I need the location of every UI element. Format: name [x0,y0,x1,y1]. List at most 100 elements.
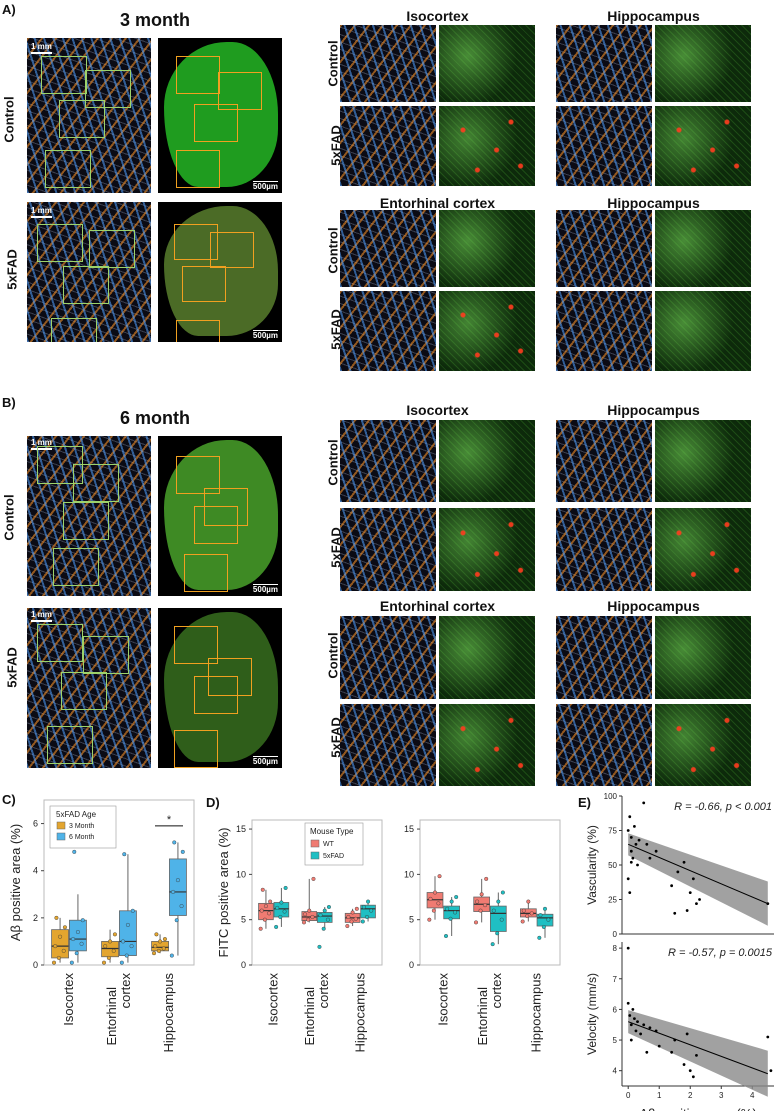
correlation-label: R = -0.66, p < 0.001 [674,801,772,813]
data-point [306,917,311,922]
zoom-fitc [655,25,751,102]
data-point [520,919,525,924]
data-point [102,960,107,965]
data-point [79,941,84,946]
data-point [648,1026,652,1030]
data-point [634,842,638,846]
roi-box [194,506,238,544]
zoom-vascular [340,210,436,287]
data-point [766,1035,770,1039]
zoom-vascular [556,616,652,699]
data-point [322,908,327,913]
category-label: Isocortex [61,973,76,1026]
data-point [427,917,432,922]
data-point [654,1029,658,1033]
data-point [682,1063,686,1066]
scalebar-label: 500µm [252,182,278,191]
panel-a-title: 3 month [120,10,190,30]
data-point [483,903,488,908]
zoom-vascular [556,508,652,591]
data-point [258,926,263,931]
data-point [360,919,365,924]
x-tick-label: 0 [626,1091,631,1100]
data-point [673,1038,677,1042]
y-tick-label: 0 [241,960,246,970]
data-point [642,801,646,805]
whole-brain-vascular-control-6m: 1 mm [27,436,151,596]
data-point [626,1001,630,1005]
zoom-fitc [655,616,751,699]
zoom-fitc [655,704,751,786]
data-point [361,904,366,909]
regression-line [628,1021,768,1075]
data-point [80,918,85,923]
data-point [448,916,453,921]
roi-box [51,318,97,342]
roi-box [63,502,109,540]
data-point [124,953,129,958]
data-point [433,890,438,895]
data-point [657,1044,661,1048]
y-tick-label: 5 [613,1036,618,1045]
data-point [111,948,116,953]
data-point [629,836,633,839]
data-point [54,915,59,920]
zoom-vascular [340,106,436,186]
category-label: Hippocampus [529,973,544,1053]
roi-box [174,730,218,768]
data-point [354,906,359,911]
data-point [161,946,166,951]
data-point [279,900,284,905]
data-point [345,924,350,929]
scalebar-label: 500µm [252,331,278,340]
data-point [479,892,484,897]
row-label-control-a-zoom: Control [325,40,341,87]
zoom-fitc [655,508,751,591]
data-point [491,908,496,913]
data-point [122,852,127,857]
zoom-vascular [340,704,436,786]
data-point [179,904,184,909]
region-title-entorhinal-a: Entorhinal cortex [379,195,496,211]
data-point [525,914,530,919]
data-point [103,944,108,949]
y-tick-label: 100 [604,792,618,801]
data-point [538,913,543,918]
data-point [490,942,495,947]
data-point [766,902,770,906]
y-tick-label: 5 [241,915,246,925]
data-point [521,908,526,913]
roi-box [176,150,220,188]
data-point [676,870,680,874]
region-title-isocortex-b: Isocortex [406,402,469,418]
roi-box [194,104,238,142]
data-point [129,944,134,949]
box-6-month [169,858,187,916]
row-label-control-a-zoom2: Control [325,227,341,274]
data-point [278,914,283,919]
roi-box [73,464,119,502]
data-point [350,910,355,915]
data-point [698,898,701,901]
roi-box [89,230,135,268]
roi-box [47,726,93,764]
category-label: Hippocampus [352,973,367,1053]
zoom-vascular [340,508,436,591]
y-tick-label: 25 [608,896,617,905]
data-point [366,899,371,904]
data-point [445,906,450,911]
data-point [541,924,546,929]
data-point [53,944,58,949]
category-label: Isocortex [435,973,450,1026]
x-tick-label: 3 [719,1091,724,1100]
data-point [365,914,370,919]
zoom-fitc [439,25,535,102]
data-point [262,917,267,922]
data-point [496,899,501,904]
data-point [628,1014,632,1017]
data-point [628,891,632,894]
data-point [263,904,268,909]
roi-box [83,636,129,674]
legend-swatch [56,821,66,830]
zoom-fitc [439,508,535,591]
